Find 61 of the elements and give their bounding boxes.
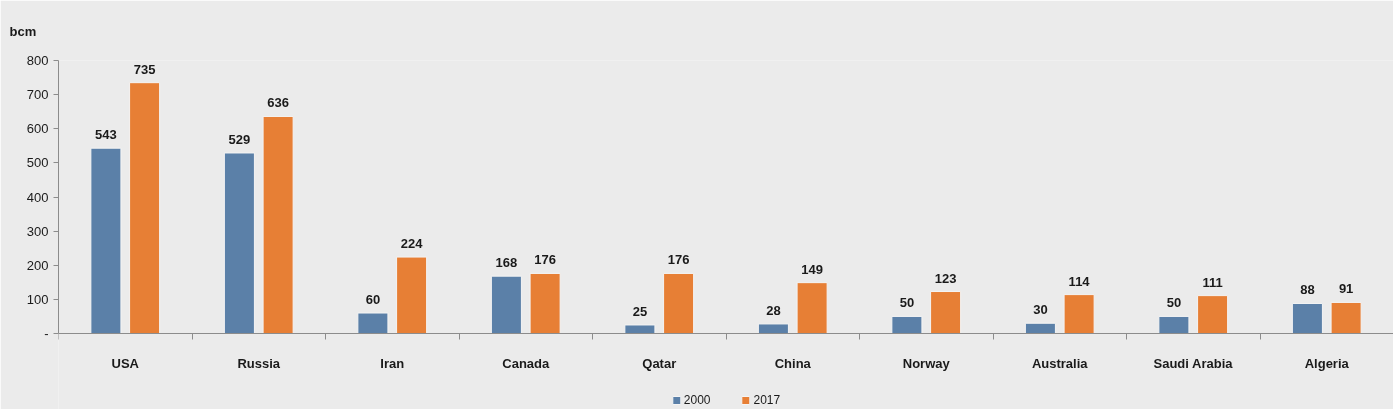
data-label: 60 xyxy=(365,292,381,308)
data-label: 88 xyxy=(1300,282,1315,298)
bar xyxy=(90,147,122,334)
bar xyxy=(757,323,789,334)
bar xyxy=(1197,295,1229,334)
y-tick-label: 500 xyxy=(26,155,49,171)
bar xyxy=(1158,315,1190,334)
y-tick-label: 100 xyxy=(26,291,49,307)
x-tick-label: Norway xyxy=(902,355,951,371)
bar xyxy=(129,82,161,334)
bar xyxy=(663,272,695,334)
data-label: 91 xyxy=(1338,281,1354,297)
x-tick-label: Australia xyxy=(1031,355,1089,371)
bar xyxy=(396,256,428,334)
y-tick-label: 400 xyxy=(26,189,49,205)
data-label: 114 xyxy=(1068,273,1091,289)
data-label: 529 xyxy=(228,131,251,147)
data-label: 50 xyxy=(1166,295,1182,311)
y-tick-label: 300 xyxy=(26,223,49,239)
bar xyxy=(357,312,389,334)
y-tick-label: 200 xyxy=(26,257,49,273)
data-label: 176 xyxy=(667,252,690,268)
x-tick-label: Algeria xyxy=(1304,355,1350,371)
data-label: 224 xyxy=(400,236,424,252)
bar xyxy=(223,152,255,334)
y-tick-label: 700 xyxy=(26,87,49,103)
bar xyxy=(624,324,656,334)
data-label: 735 xyxy=(133,61,156,77)
data-label: 25 xyxy=(632,303,648,319)
data-label: 149 xyxy=(801,261,823,277)
bar xyxy=(490,275,522,334)
data-label: 111 xyxy=(1202,274,1223,290)
bar xyxy=(262,115,294,334)
y-axis-title: bcm xyxy=(9,24,37,39)
bar xyxy=(1291,302,1323,334)
legend-label: 2000 xyxy=(683,393,711,407)
data-label: 176 xyxy=(534,252,556,268)
x-tick-label: Qatar xyxy=(642,355,677,371)
y-tick-label: 600 xyxy=(26,121,49,137)
bar xyxy=(1063,294,1095,334)
bar xyxy=(930,291,962,334)
x-tick-label: Russia xyxy=(237,355,281,371)
y-tick-label: - xyxy=(44,326,49,341)
legend-label: 2017 xyxy=(753,393,781,407)
bar xyxy=(796,282,828,334)
x-tick-label: Iran xyxy=(380,355,405,371)
data-label: 50 xyxy=(899,295,915,311)
data-label: 28 xyxy=(766,302,781,318)
bar xyxy=(891,315,923,334)
x-tick-label: Saudi Arabia xyxy=(1153,355,1234,371)
data-label: 636 xyxy=(267,95,289,111)
bar xyxy=(529,272,561,334)
y-tick-label: 800 xyxy=(26,53,49,68)
x-tick-label: USA xyxy=(111,355,140,371)
bar xyxy=(1330,301,1362,334)
x-tick-label: China xyxy=(774,355,812,371)
data-label: 543 xyxy=(95,127,117,143)
data-label: 123 xyxy=(934,270,957,286)
data-label: 30 xyxy=(1033,302,1048,318)
x-tick-label: Canada xyxy=(502,355,550,371)
data-label: 168 xyxy=(495,255,518,271)
